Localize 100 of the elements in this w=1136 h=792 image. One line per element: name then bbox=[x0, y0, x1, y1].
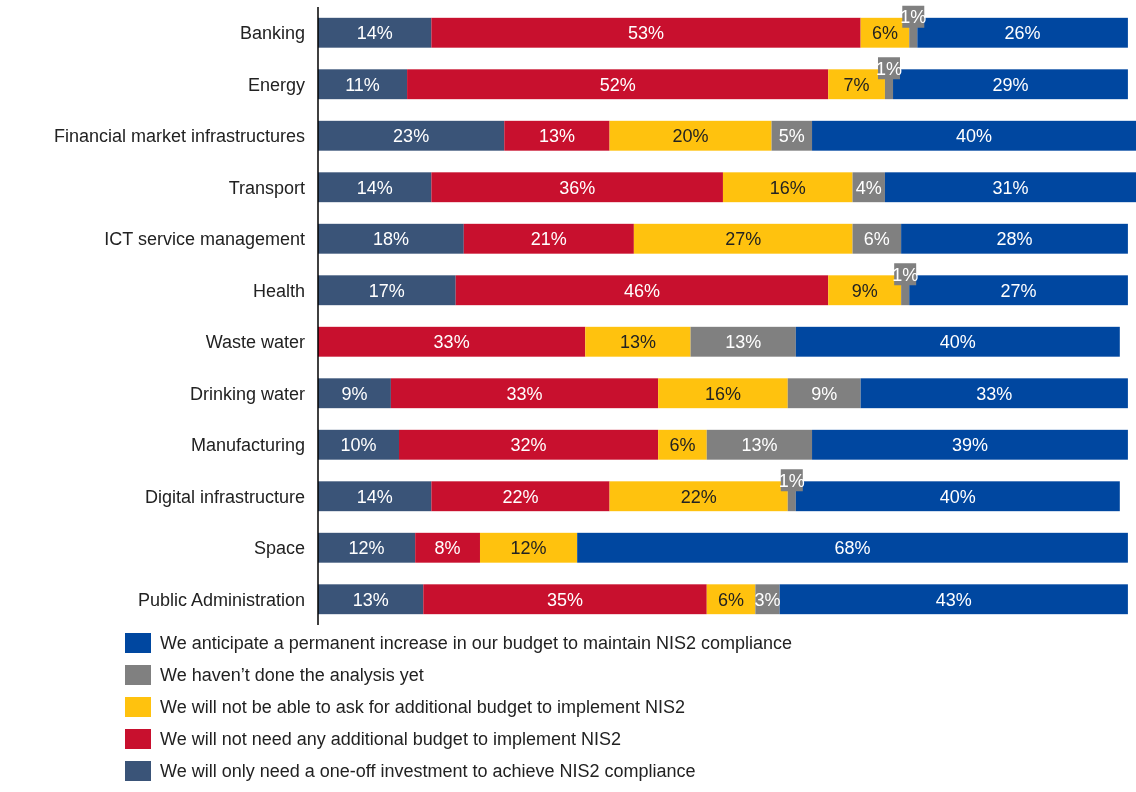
bar bbox=[585, 326, 691, 357]
y-tick-label: Drinking water bbox=[189, 383, 305, 404]
data-label: 53% bbox=[627, 23, 665, 44]
y-tick-label: Digital infrastructure bbox=[144, 486, 305, 507]
bar bbox=[463, 223, 634, 254]
legend-label: We haven’t done the analysis yet bbox=[160, 665, 424, 686]
data-label: 27% bbox=[1000, 280, 1037, 301]
data-label: 11% bbox=[345, 74, 380, 95]
data-label: 3% bbox=[754, 589, 781, 610]
bar bbox=[318, 378, 391, 409]
bar bbox=[318, 172, 432, 203]
bar bbox=[901, 223, 1128, 254]
data-label: 20% bbox=[672, 126, 709, 147]
bar bbox=[787, 378, 861, 409]
bar bbox=[884, 172, 1136, 203]
bar bbox=[812, 120, 1136, 151]
data-label: 18% bbox=[372, 229, 409, 250]
legend-label: We will not be able to ask for additional budget to implement NIS2 bbox=[160, 697, 685, 718]
bar bbox=[318, 584, 424, 615]
data-label: 9% bbox=[811, 383, 838, 404]
data-label: 16% bbox=[704, 383, 741, 404]
bar bbox=[318, 275, 456, 306]
data-label: 40% bbox=[939, 486, 976, 507]
legend-label: We will not need any additional budget to implement NIS2 bbox=[160, 729, 621, 750]
data-label: 33% bbox=[433, 332, 470, 353]
data-label: 4% bbox=[855, 177, 882, 198]
bar bbox=[658, 378, 788, 409]
data-label: 12% bbox=[348, 538, 385, 559]
y-tick-label: Space bbox=[253, 538, 305, 559]
bar bbox=[690, 326, 796, 357]
bar bbox=[318, 120, 505, 151]
data-label: 17% bbox=[368, 280, 405, 301]
data-label: 13% bbox=[538, 126, 575, 147]
bar bbox=[431, 172, 723, 203]
y-tick-label: Banking bbox=[239, 23, 305, 44]
data-label: 6% bbox=[669, 435, 696, 456]
data-label: 6% bbox=[863, 229, 890, 250]
data-label: 33% bbox=[976, 383, 1013, 404]
bar bbox=[423, 584, 707, 615]
data-label: 40% bbox=[956, 126, 993, 147]
data-label: 14% bbox=[356, 177, 393, 198]
data-label: 5% bbox=[778, 126, 805, 147]
data-label: 14% bbox=[356, 486, 393, 507]
data-label: 43% bbox=[935, 589, 972, 610]
legend-label: We anticipate a permanent increase in our budget to maintain NIS2 compliance bbox=[160, 633, 793, 654]
data-label: 36% bbox=[559, 177, 596, 198]
bar bbox=[431, 17, 861, 48]
data-label: 10% bbox=[340, 435, 377, 456]
bar bbox=[779, 584, 1128, 615]
data-label: 28% bbox=[996, 229, 1033, 250]
data-label: 40% bbox=[939, 332, 976, 353]
bar bbox=[398, 429, 659, 460]
bar bbox=[407, 69, 829, 100]
legend-label: We will only need a one-off investment to achieve NIS2 compliance bbox=[160, 761, 696, 782]
data-label: 14% bbox=[356, 23, 393, 44]
bar bbox=[812, 429, 1128, 460]
data-label: 52% bbox=[599, 74, 636, 95]
data-label: 9% bbox=[851, 280, 878, 301]
data-label: 16% bbox=[769, 177, 806, 198]
y-tick-label: Financial market infrastructures bbox=[53, 126, 305, 147]
data-label: 6% bbox=[718, 589, 745, 610]
data-label: 6% bbox=[871, 23, 898, 44]
data-label: 68% bbox=[834, 538, 871, 559]
bar bbox=[577, 532, 1128, 563]
data-label: 22% bbox=[680, 486, 717, 507]
bar bbox=[318, 532, 416, 563]
bar bbox=[318, 69, 408, 100]
y-tick-label: Public Administration bbox=[137, 589, 305, 610]
bar bbox=[431, 481, 610, 512]
y-tick-label: ICT service management bbox=[104, 229, 305, 250]
data-label: 13% bbox=[741, 435, 778, 456]
data-label: 8% bbox=[434, 538, 461, 559]
data-label: 29% bbox=[992, 74, 1029, 95]
data-label: 7% bbox=[843, 74, 870, 95]
bar bbox=[795, 326, 1120, 357]
data-label: 33% bbox=[506, 383, 543, 404]
bar bbox=[390, 378, 659, 409]
y-tick-label: Health bbox=[252, 280, 305, 301]
bar bbox=[455, 275, 829, 306]
bar bbox=[318, 429, 399, 460]
y-tick-label: Waste water bbox=[205, 332, 305, 353]
data-label: 13% bbox=[725, 332, 762, 353]
bar bbox=[318, 481, 432, 512]
data-label: 27% bbox=[725, 229, 762, 250]
data-label: 22% bbox=[502, 486, 539, 507]
data-label: 12% bbox=[510, 538, 547, 559]
bar bbox=[609, 120, 772, 151]
bar bbox=[504, 120, 610, 151]
data-label: 35% bbox=[547, 589, 584, 610]
bar bbox=[318, 326, 586, 357]
data-label: 21% bbox=[530, 229, 567, 250]
bar bbox=[633, 223, 853, 254]
data-label: 46% bbox=[623, 280, 660, 301]
data-label: 13% bbox=[352, 589, 389, 610]
data-label: 31% bbox=[992, 177, 1029, 198]
bar bbox=[318, 223, 464, 254]
data-label: 23% bbox=[393, 126, 430, 147]
bar bbox=[479, 532, 578, 563]
bar bbox=[706, 429, 813, 460]
bar bbox=[415, 532, 480, 563]
